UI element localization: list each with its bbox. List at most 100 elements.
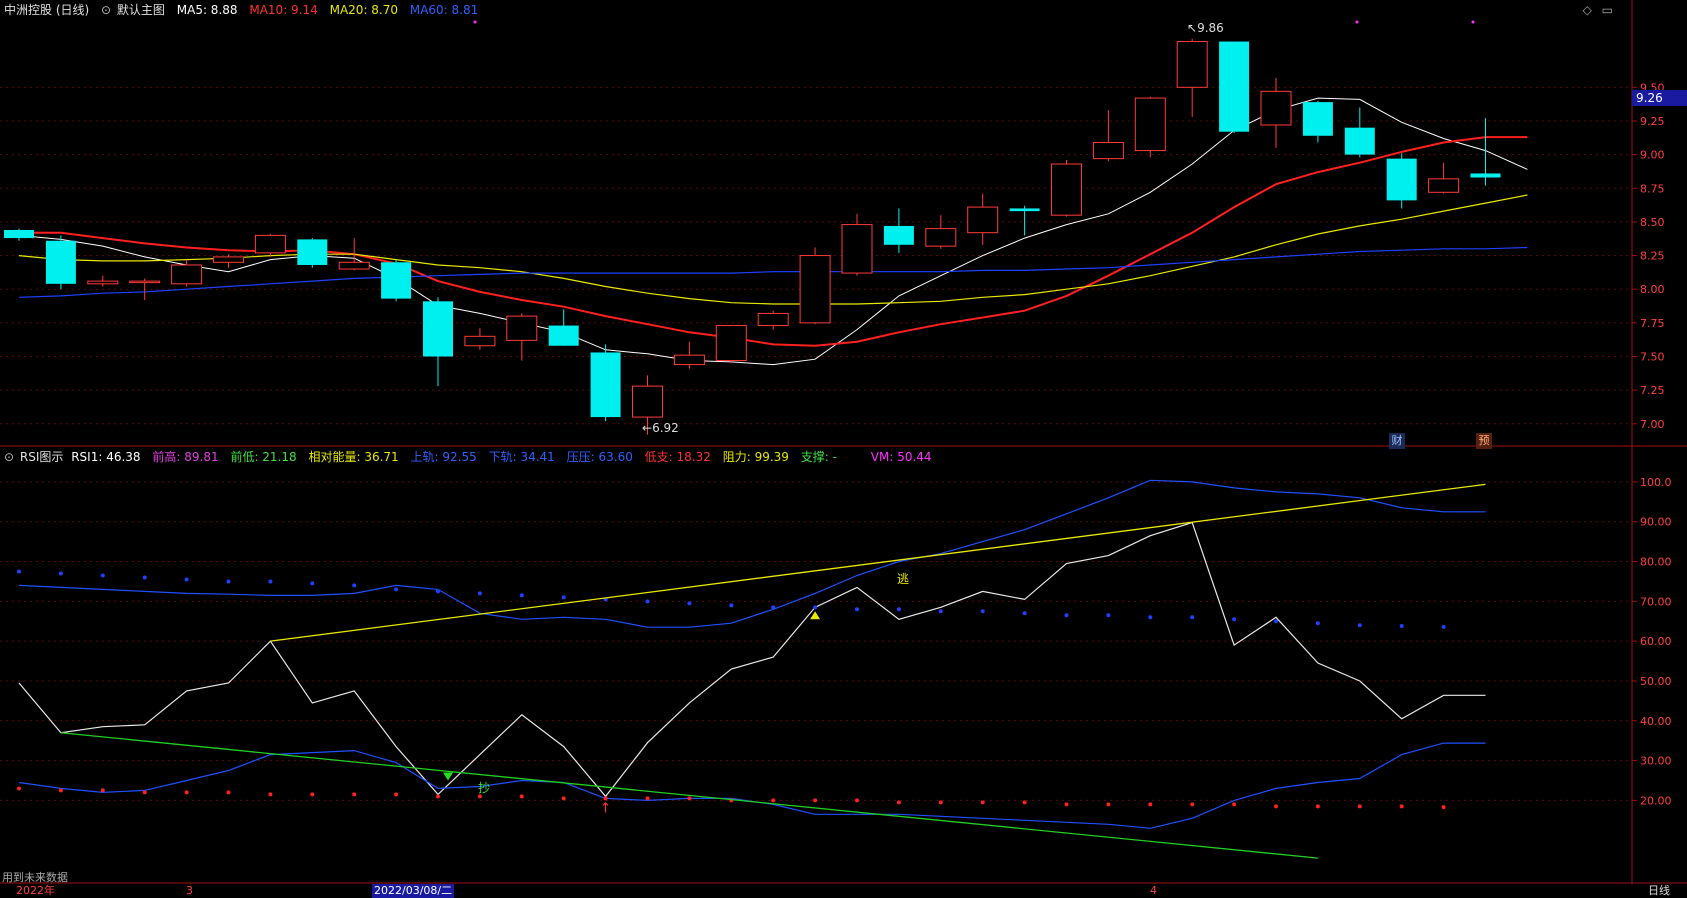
low-support-dot	[1064, 802, 1069, 807]
rsi-tick-label: 40.00	[1640, 715, 1672, 728]
resistance-line	[270, 483, 1486, 642]
low-support-dot	[17, 786, 21, 791]
ma20-value: MA20: 8.70	[329, 3, 399, 17]
window-controls: ◇ ▭	[1583, 3, 1613, 17]
low-support-dot	[1232, 802, 1237, 807]
candle	[799, 247, 831, 325]
pressure-dot	[1106, 613, 1111, 618]
rsi-tick-label: 80.00	[1640, 556, 1672, 569]
buy-signal: 抄	[478, 781, 491, 795]
period-label[interactable]: 日线	[1648, 884, 1670, 897]
low-support-dot	[980, 800, 985, 805]
pressure-dot	[436, 589, 440, 594]
lower-band-value: 下轨: 34.41	[488, 450, 555, 464]
low-support-dot	[394, 792, 399, 797]
price-tick-label: 7.00	[1640, 418, 1665, 431]
chevron-down-icon[interactable]: ⊙	[101, 3, 112, 17]
date-label-march: 3	[186, 884, 193, 897]
candle-body-up	[1428, 178, 1460, 193]
rsi-name[interactable]: RSI图示	[19, 450, 64, 464]
ma-line-ma60	[18, 246, 1528, 298]
candle	[1051, 159, 1082, 217]
low-support-dot	[1190, 802, 1195, 807]
pressure-dot	[1441, 624, 1446, 629]
pressure-dot	[1022, 611, 1027, 616]
price-tick-label: 8.75	[1640, 182, 1665, 195]
price-tick-label: 8.00	[1640, 283, 1665, 296]
low-support-dot	[1148, 802, 1153, 807]
low-support-dot	[1315, 804, 1320, 809]
low-support-dot	[855, 798, 859, 803]
candle-body-down	[883, 225, 914, 245]
pressure-dot	[1274, 619, 1278, 624]
future-data-note: 用到未来数据	[2, 871, 68, 884]
candle	[464, 328, 496, 350]
candle-body-down	[381, 262, 412, 299]
date-label-april: 4	[1150, 884, 1157, 897]
support-value: 支撑: -	[800, 450, 837, 464]
pressure-dot	[100, 573, 105, 578]
candle-body-up	[757, 312, 789, 327]
candle-body-up	[213, 256, 244, 263]
diamond-icon[interactable]: ◇	[1582, 3, 1592, 17]
pressure-dot	[896, 607, 901, 612]
minimize-icon[interactable]: ▭	[1601, 3, 1613, 17]
candle-body-up	[925, 228, 957, 247]
pressure-dot	[1148, 615, 1153, 620]
stock-name[interactable]: 中洲控股 (日线)	[4, 3, 90, 17]
candle-body-up	[129, 280, 161, 284]
price-tick-label: 9.00	[1640, 149, 1665, 162]
ma-line-ma20	[18, 194, 1528, 305]
rsi-header: ⊙ RSI图示 RSI1: 46.38 前高: 89.81 前低: 21.18 …	[4, 448, 940, 466]
escape-signal: 逃	[897, 572, 910, 586]
main-chart-name[interactable]: 默认主图	[116, 3, 165, 17]
low-support-dot	[1106, 802, 1111, 807]
finance-badge[interactable]: 财	[1389, 433, 1405, 449]
low-support-dot	[184, 790, 189, 795]
relative-energy-value: 相对能量: 36.71	[308, 450, 399, 464]
candle	[381, 259, 412, 302]
low-support-dot	[561, 796, 566, 801]
pressure-dot	[142, 575, 147, 580]
pressure-dot	[1064, 613, 1069, 618]
candle	[1386, 153, 1417, 209]
rsi-gridlines	[0, 481, 1632, 801]
candle	[254, 234, 286, 257]
pressure-dot	[1315, 621, 1320, 626]
candle	[87, 275, 119, 287]
forecast-badge[interactable]: 预	[1476, 433, 1492, 449]
candle-body-up	[338, 261, 370, 270]
candle	[423, 297, 453, 387]
rsi-tick-label: 20.00	[1640, 794, 1672, 807]
pressure-dot	[477, 591, 482, 596]
rsi1-value: RSI1: 46.38	[71, 450, 141, 464]
support-line	[60, 732, 1318, 859]
candle	[632, 375, 663, 435]
pressure-dot	[1399, 624, 1404, 629]
pressure-dot	[645, 599, 650, 604]
candle-body-up	[171, 264, 203, 285]
pressure-dot	[1232, 617, 1237, 622]
chevron-down-icon[interactable]: ⊙	[4, 450, 15, 464]
resistance-value: 阻力: 99.39	[722, 450, 789, 464]
low-support-dot	[603, 796, 608, 801]
low-support-dot	[1022, 800, 1027, 805]
main-chart-header: 中洲控股 (日线) ⊙ 默认主图 MA5: 8.88 MA10: 9.14 MA…	[4, 1, 486, 19]
low-support-dot	[813, 798, 818, 803]
pressure-dot	[268, 579, 273, 584]
candle	[1176, 38, 1208, 117]
high-marker: ↖9.86	[1187, 21, 1224, 35]
low-support-dot	[771, 798, 776, 803]
rsi-tick-label: 30.00	[1640, 755, 1672, 768]
low-support-dot	[645, 796, 650, 801]
candle	[1470, 118, 1501, 186]
pressure-value: 压压: 63.60	[566, 450, 633, 464]
low-support-dot	[938, 800, 943, 805]
candle	[297, 238, 328, 268]
low-support-dot	[352, 792, 357, 797]
candle	[1092, 110, 1124, 162]
candle-body-down	[423, 301, 453, 357]
event-dot	[473, 20, 477, 24]
low-support-dot	[1274, 804, 1278, 809]
